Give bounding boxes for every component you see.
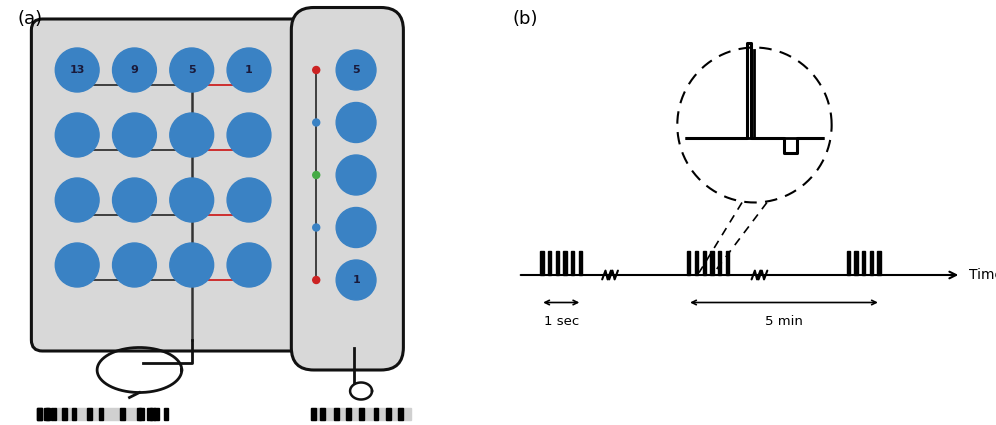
Bar — [579, 251, 582, 275]
Circle shape — [337, 155, 376, 195]
Bar — [147, 408, 152, 420]
Bar — [703, 251, 706, 275]
Circle shape — [56, 113, 100, 157]
Bar — [88, 408, 93, 420]
Bar — [572, 251, 575, 275]
Text: 13: 13 — [70, 65, 85, 75]
Bar — [334, 408, 339, 420]
Bar — [164, 408, 168, 420]
Bar — [312, 408, 317, 420]
Bar — [718, 251, 721, 275]
Bar — [137, 408, 141, 420]
Text: 1: 1 — [245, 65, 253, 75]
Bar — [847, 251, 850, 275]
Bar — [359, 408, 364, 420]
FancyBboxPatch shape — [292, 8, 403, 370]
Bar — [870, 251, 872, 275]
Bar — [855, 251, 858, 275]
Circle shape — [56, 48, 100, 92]
Circle shape — [169, 113, 214, 157]
Text: 5: 5 — [188, 65, 195, 75]
Circle shape — [227, 113, 271, 157]
Bar — [139, 408, 144, 420]
Bar — [863, 251, 866, 275]
Bar — [38, 408, 197, 420]
Text: (b): (b) — [513, 10, 539, 28]
Bar — [38, 408, 43, 420]
Bar — [51, 408, 56, 420]
Text: Time: Time — [968, 268, 996, 282]
Circle shape — [337, 207, 376, 247]
Circle shape — [113, 243, 156, 287]
Circle shape — [56, 178, 100, 222]
Bar — [540, 251, 544, 275]
Bar — [556, 251, 559, 275]
Bar — [726, 251, 729, 275]
Text: (a): (a) — [18, 10, 43, 28]
Bar — [687, 251, 690, 275]
Circle shape — [169, 48, 214, 92]
Circle shape — [113, 178, 156, 222]
Circle shape — [313, 277, 320, 283]
Text: 9: 9 — [130, 65, 138, 75]
Circle shape — [337, 260, 376, 300]
Bar — [320, 408, 325, 420]
Circle shape — [337, 102, 376, 142]
Bar — [564, 251, 567, 275]
Bar — [548, 251, 552, 275]
Bar — [55, 408, 139, 420]
Bar — [695, 251, 698, 275]
Bar — [63, 408, 68, 420]
Bar — [374, 408, 378, 420]
Bar — [38, 408, 43, 420]
Bar — [398, 408, 403, 420]
Bar — [44, 408, 49, 420]
Circle shape — [227, 178, 271, 222]
Circle shape — [227, 243, 271, 287]
Text: 1: 1 — [353, 275, 360, 285]
Circle shape — [56, 243, 100, 287]
Circle shape — [227, 48, 271, 92]
Bar — [877, 251, 880, 275]
Text: 5: 5 — [353, 65, 360, 75]
Text: 1 sec: 1 sec — [544, 315, 579, 328]
Circle shape — [337, 50, 376, 90]
Bar — [347, 408, 351, 420]
Circle shape — [313, 172, 320, 178]
Bar — [154, 408, 159, 420]
Bar — [710, 251, 713, 275]
Circle shape — [313, 66, 320, 74]
Bar — [99, 408, 103, 420]
FancyBboxPatch shape — [32, 19, 303, 351]
Bar — [72, 408, 77, 420]
Bar — [312, 408, 411, 420]
Bar — [386, 408, 390, 420]
Circle shape — [169, 178, 214, 222]
Circle shape — [313, 224, 320, 231]
Bar — [46, 408, 50, 420]
Circle shape — [313, 119, 320, 126]
Text: 5 min: 5 min — [765, 315, 803, 328]
Circle shape — [169, 243, 214, 287]
Bar — [120, 408, 124, 420]
Circle shape — [113, 113, 156, 157]
Bar — [150, 408, 155, 420]
Circle shape — [113, 48, 156, 92]
